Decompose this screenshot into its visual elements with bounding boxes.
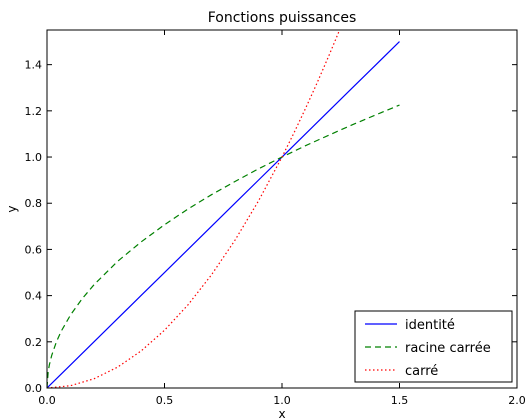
y-tick-label: 0.8 — [25, 197, 43, 210]
y-tick-label: 0.4 — [25, 290, 43, 303]
y-tick-label: 0.6 — [25, 243, 43, 256]
x-tick-label: 2.0 — [508, 394, 526, 407]
legend: identité racine carrée carré — [354, 310, 513, 383]
y-axis-label: y — [5, 205, 19, 212]
series-layer — [47, 30, 400, 388]
x-tick-label: 0.0 — [38, 394, 56, 407]
y-tick-label: 1.2 — [25, 105, 43, 118]
chart-title: Fonctions puissances — [208, 10, 357, 26]
x-tick-label: 0.5 — [156, 394, 174, 407]
x-tick-label: 1.0 — [273, 394, 291, 407]
y-tick-label: 0.2 — [25, 336, 43, 349]
series-line-1 — [47, 104, 400, 388]
x-axis-label: x — [278, 407, 285, 419]
x-axis: 0.0 0.5 1.0 1.5 2.0 — [38, 30, 526, 407]
y-tick-label: 1.0 — [25, 151, 43, 164]
legend-label-2: carré — [405, 364, 438, 379]
legend-label-0: identité — [405, 318, 455, 333]
legend-label-1: racine carrée — [405, 341, 491, 356]
series-line-0 — [47, 41, 400, 388]
y-tick-label: 1.4 — [25, 59, 43, 72]
x-tick-label: 1.5 — [391, 394, 409, 407]
y-axis: 0.0 0.2 0.4 0.6 0.8 1.0 1.2 1.4 — [25, 59, 517, 395]
y-tick-label: 0.0 — [25, 382, 43, 395]
series-line-2 — [47, 30, 341, 388]
